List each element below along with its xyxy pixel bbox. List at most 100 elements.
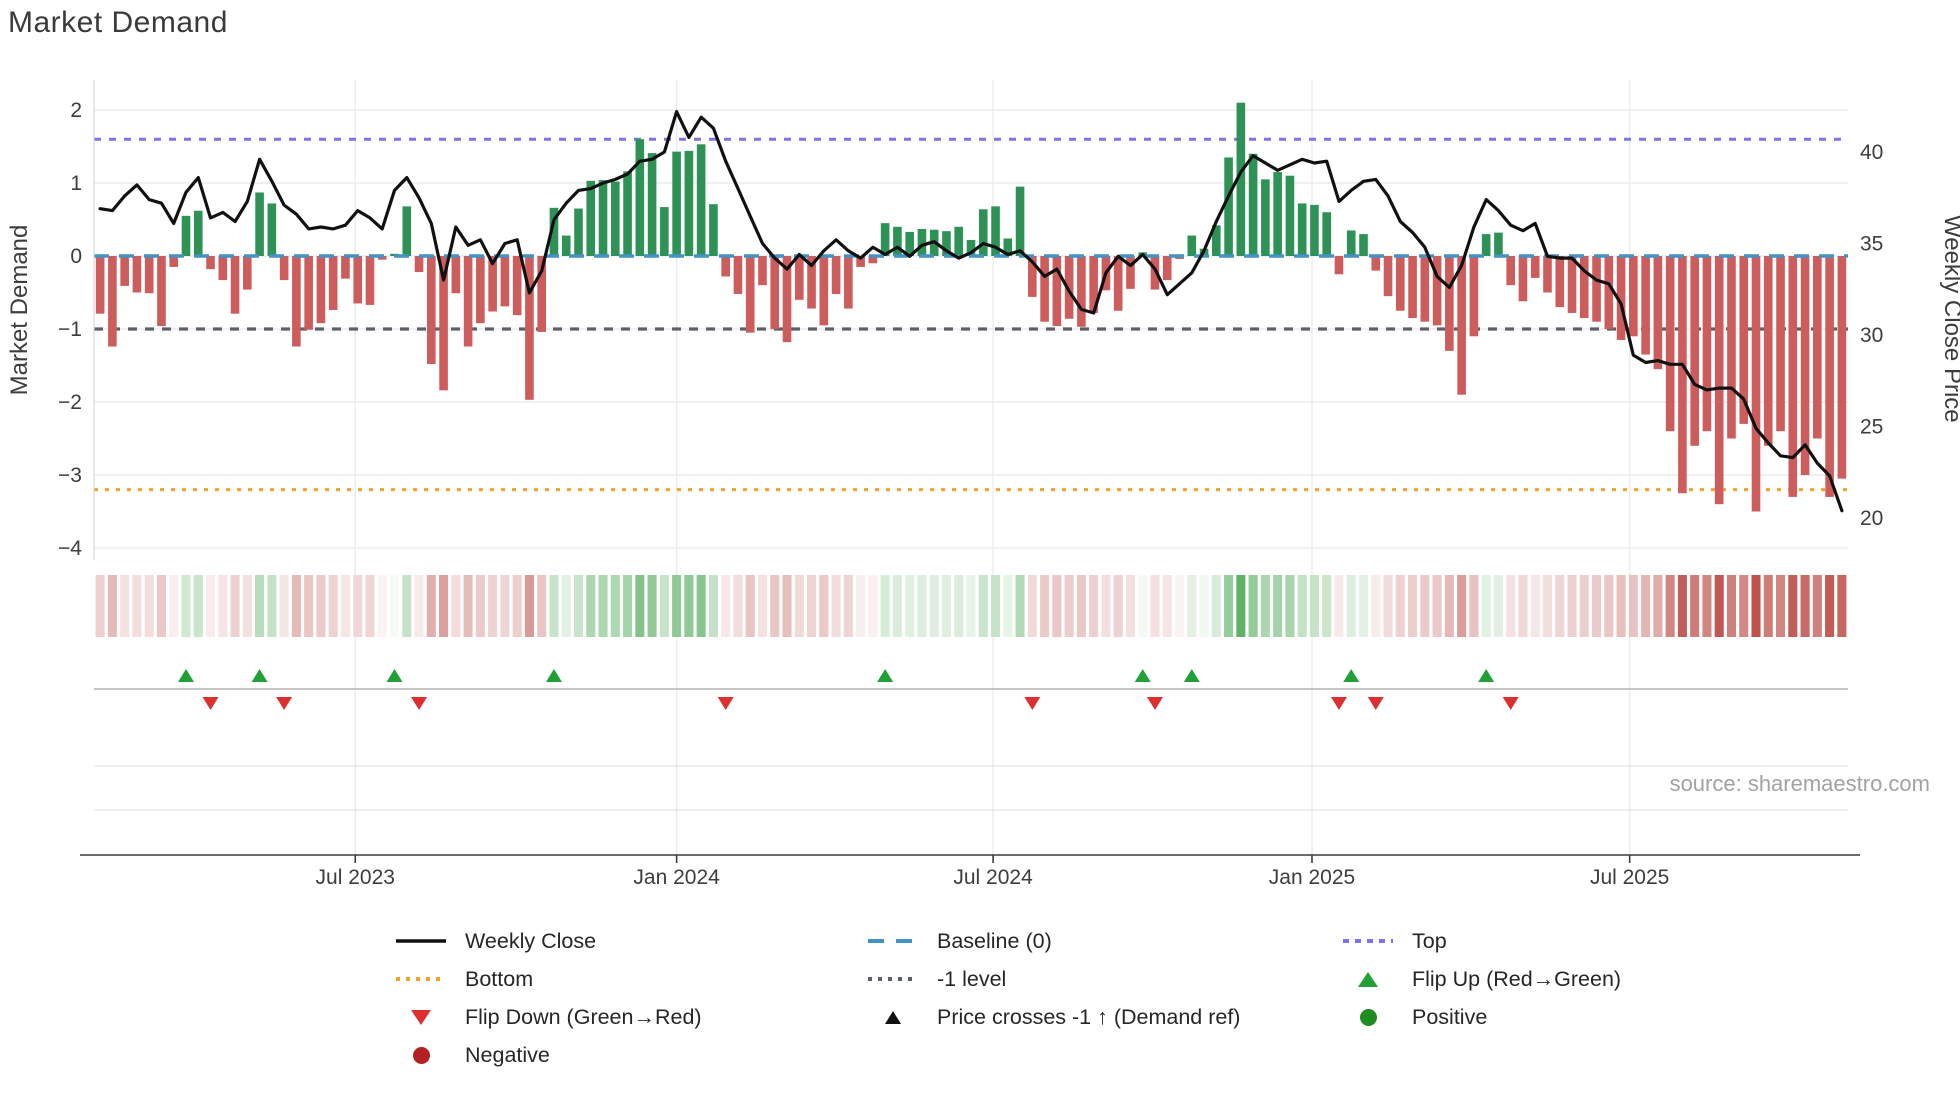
demand-bar bbox=[328, 256, 338, 311]
demand-bar bbox=[1310, 204, 1319, 256]
demand-bar bbox=[243, 256, 252, 290]
demand-bar bbox=[512, 256, 522, 316]
demand-bar bbox=[255, 192, 264, 256]
left-y-tick-label: −4 bbox=[58, 537, 82, 560]
heatmap-cell bbox=[978, 575, 988, 637]
demand-bar bbox=[647, 153, 657, 256]
right-y-tick-label: 20 bbox=[1860, 507, 1883, 530]
legend-label: Weekly Close bbox=[465, 928, 597, 953]
heatmap-cell bbox=[1444, 575, 1454, 637]
demand-bar bbox=[991, 206, 1000, 256]
heatmap-cell bbox=[1297, 575, 1307, 637]
heatmap-cell bbox=[1138, 575, 1148, 637]
heatmap-cell bbox=[500, 575, 510, 637]
x-axis: Jul 2023 Jan 2024 Jul 2024 Jan 2025 Jul 2025 bbox=[80, 854, 1860, 889]
flip-up-marker bbox=[1478, 669, 1495, 682]
demand-bar bbox=[1567, 256, 1577, 313]
demand-bar bbox=[868, 256, 878, 264]
demand-bar bbox=[1763, 256, 1773, 446]
demand-bar bbox=[1653, 256, 1663, 370]
gridlines bbox=[94, 80, 1848, 855]
demand-bar bbox=[1592, 256, 1601, 322]
heatmap-cell bbox=[1542, 575, 1553, 637]
heatmap-cell bbox=[1776, 575, 1786, 637]
left-y-tick-label: 2 bbox=[70, 99, 82, 122]
heatmap-cell bbox=[144, 575, 154, 637]
legend-label: Positive bbox=[1412, 1004, 1488, 1029]
demand-bar bbox=[144, 256, 154, 294]
heatmap-cell bbox=[1604, 575, 1614, 637]
demand-bar bbox=[1285, 175, 1295, 256]
demand-bar bbox=[1788, 256, 1798, 497]
heatmap-cell bbox=[1690, 575, 1700, 637]
flip-down-marker bbox=[411, 697, 428, 710]
heatmap-cell bbox=[156, 575, 166, 637]
heatmap-cell bbox=[1837, 575, 1847, 637]
heatmap-cell bbox=[721, 575, 731, 637]
demand-bar bbox=[1837, 256, 1847, 479]
demand-bar bbox=[610, 181, 620, 256]
demand-bar bbox=[1015, 186, 1025, 256]
heatmap-cell bbox=[524, 575, 534, 637]
heatmap-cell bbox=[267, 575, 277, 637]
demand-bar bbox=[1800, 256, 1810, 475]
heatmap-cell bbox=[1616, 575, 1626, 637]
heatmap-cell bbox=[304, 575, 314, 637]
chart-title: Market Demand bbox=[8, 6, 228, 39]
heatmap-cell bbox=[598, 575, 608, 637]
positive-dot-icon bbox=[1340, 1008, 1396, 1026]
demand-bar bbox=[1739, 256, 1749, 424]
demand-bar bbox=[1383, 256, 1393, 297]
heatmap-cell bbox=[1726, 575, 1737, 637]
demand-bar bbox=[880, 223, 890, 256]
demand-bar bbox=[635, 139, 645, 256]
heatmap-cell bbox=[1628, 575, 1638, 637]
heatmap-cell bbox=[512, 575, 522, 637]
price-cross-triangle-icon bbox=[865, 1010, 921, 1024]
demand-bar bbox=[1481, 234, 1491, 256]
demand-bar bbox=[758, 256, 767, 286]
legend-item-flip-up: Flip Up (Red→Green) bbox=[1340, 964, 1621, 994]
heatmap-cell bbox=[181, 575, 191, 637]
x-tick-label: Jan 2024 bbox=[633, 866, 720, 889]
flip-down-marker bbox=[202, 697, 219, 710]
demand-bar bbox=[819, 256, 829, 326]
demand-bar bbox=[1408, 256, 1417, 319]
demand-bar bbox=[721, 256, 730, 277]
legend-label: Flip Up (Red→Green) bbox=[1412, 966, 1622, 991]
weekly-close-line-swatch bbox=[393, 938, 449, 944]
heatmap-cell bbox=[610, 575, 620, 637]
demand-bar bbox=[279, 256, 289, 281]
heatmap-cell bbox=[340, 575, 350, 637]
heatmap-cell bbox=[1812, 575, 1822, 637]
heatmap-cell bbox=[868, 575, 878, 637]
flip-down-marker bbox=[1330, 697, 1347, 710]
left-y-tick-label: −3 bbox=[58, 464, 82, 487]
demand-bar bbox=[978, 209, 988, 256]
heatmap-cell bbox=[1751, 575, 1761, 637]
heatmap-cell bbox=[328, 575, 338, 637]
heatmap-cell bbox=[696, 575, 706, 637]
heatmap-cell bbox=[1224, 575, 1234, 637]
flip-up-marker bbox=[877, 669, 894, 682]
demand-bar bbox=[169, 256, 179, 267]
heatmap-cell bbox=[1763, 575, 1773, 637]
heatmap-cell bbox=[990, 575, 1001, 637]
heatmap-cell bbox=[843, 575, 853, 637]
demand-bar bbox=[1457, 256, 1466, 395]
demand-bar bbox=[549, 207, 559, 256]
demand-bar bbox=[623, 171, 632, 256]
demand-bar bbox=[598, 180, 608, 256]
heatmap-cell bbox=[1432, 575, 1442, 637]
heatmap-cell bbox=[659, 575, 669, 637]
demand-bar bbox=[1641, 256, 1650, 355]
demand-bar bbox=[1445, 256, 1454, 351]
demand-bar bbox=[905, 231, 914, 256]
demand-bar bbox=[341, 256, 350, 279]
demand-bar bbox=[316, 256, 326, 324]
demand-bar bbox=[267, 203, 277, 256]
heatmap-cell bbox=[353, 575, 363, 637]
heatmap-strip bbox=[95, 575, 1847, 637]
flip-down-triangle-icon bbox=[393, 1009, 449, 1025]
heatmap-cell bbox=[966, 575, 976, 637]
